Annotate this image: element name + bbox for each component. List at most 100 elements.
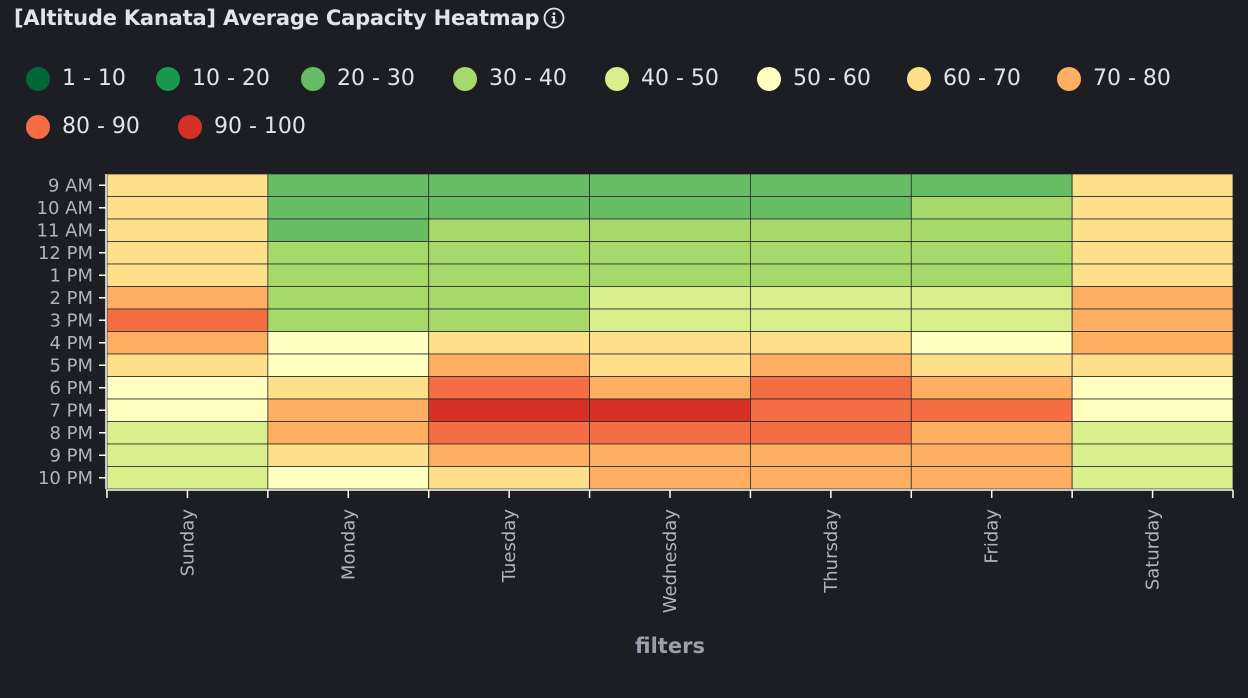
- heatmap-cell: [1071, 443, 1234, 467]
- heatmap-cell: [106, 241, 269, 265]
- heatmap-cell: [106, 173, 269, 197]
- legend-item[interactable]: 60 - 70: [907, 66, 1021, 91]
- heatmap-cell: [106, 331, 269, 355]
- legend-label: 10 - 20: [192, 66, 270, 91]
- heatmap-cell: [267, 376, 430, 400]
- heatmap-cell: [750, 241, 912, 265]
- legend-swatch: [156, 66, 180, 91]
- heatmap-cell: [750, 173, 912, 197]
- heatmap-cell: [910, 196, 1073, 220]
- heatmap-cell: [589, 308, 751, 332]
- y-tick-label: 7 PM: [49, 400, 93, 421]
- heatmap-cell: [106, 218, 269, 242]
- heatmap-cell: [428, 421, 590, 445]
- heatmap-cell: [750, 443, 912, 467]
- heatmap-cell: [267, 196, 430, 220]
- legend-item[interactable]: 20 - 30: [301, 66, 415, 91]
- legend-label: 20 - 30: [337, 66, 415, 91]
- heatmap-cell: [267, 331, 430, 355]
- heatmap-cell: [1071, 218, 1234, 242]
- x-tick-label: Thursday: [821, 509, 842, 594]
- heatmap-cell: [589, 263, 751, 287]
- legend-swatch: [1057, 66, 1081, 91]
- heatmap-cell: [1071, 398, 1234, 422]
- heatmap-cell: [267, 466, 430, 490]
- y-tick-label: 12 PM: [38, 243, 93, 264]
- heatmap-cell: [267, 286, 430, 310]
- x-tick-label: Tuesday: [499, 509, 520, 584]
- y-tick-label: 8 PM: [49, 423, 93, 444]
- y-tick-label: 9 AM: [48, 175, 93, 196]
- legend-label: 70 - 80: [1093, 66, 1171, 91]
- legend-label: 50 - 60: [793, 66, 871, 91]
- heatmap-cell: [428, 173, 590, 197]
- heatmap-cell: [910, 466, 1073, 490]
- legend-item[interactable]: 50 - 60: [757, 66, 871, 91]
- legend-label: 40 - 50: [641, 66, 719, 91]
- heatmap-cell: [428, 398, 590, 422]
- legend-label: 30 - 40: [489, 66, 567, 91]
- heatmap-cell: [1071, 331, 1234, 355]
- legend-item[interactable]: 10 - 20: [156, 66, 270, 91]
- heatmap-cell: [1071, 173, 1234, 197]
- heatmap-cell: [589, 398, 751, 422]
- heatmap-cell: [589, 443, 751, 467]
- x-tick-label: Wednesday: [660, 509, 681, 614]
- heatmap-cell: [750, 308, 912, 332]
- heatmap-cell: [910, 173, 1073, 197]
- legend-item[interactable]: 40 - 50: [605, 66, 719, 91]
- heatmap-cell: [106, 286, 269, 310]
- heatmap-cell: [428, 308, 590, 332]
- heatmap-cell: [428, 331, 590, 355]
- y-tick-label: 3 PM: [49, 310, 93, 331]
- heatmap-cell: [428, 286, 590, 310]
- y-tick-label: 6 PM: [49, 378, 93, 399]
- heatmap-cell: [1071, 196, 1234, 220]
- legend-item[interactable]: 80 - 90: [26, 114, 140, 139]
- info-circle-icon[interactable]: [543, 7, 565, 29]
- y-tick-label: 2 PM: [49, 288, 93, 309]
- legend-swatch: [605, 66, 629, 91]
- heatmap-cell: [428, 443, 590, 467]
- legend-swatch: [301, 66, 325, 91]
- x-tick-label: Sunday: [177, 509, 198, 577]
- heatmap-cell: [910, 398, 1073, 422]
- heatmap-cell: [267, 353, 430, 377]
- heatmap-cell: [267, 218, 430, 242]
- legend-item[interactable]: 70 - 80: [1057, 66, 1171, 91]
- heatmap-cell: [910, 331, 1073, 355]
- heatmap-cell: [589, 376, 751, 400]
- heatmap-cell: [106, 398, 269, 422]
- heatmap-cell: [589, 286, 751, 310]
- y-tick-label: 10 PM: [38, 468, 93, 489]
- heatmap-cell: [910, 443, 1073, 467]
- legend-item[interactable]: 90 - 100: [178, 114, 306, 139]
- x-axis-title: filters: [635, 634, 705, 658]
- legend-item[interactable]: 1 - 10: [26, 66, 126, 91]
- heatmap-cell: [106, 196, 269, 220]
- y-tick-label: 4 PM: [49, 333, 93, 354]
- legend-label: 80 - 90: [62, 114, 140, 139]
- heatmap-cell: [1071, 263, 1234, 287]
- heatmap-cell: [750, 353, 912, 377]
- heatmap-cell: [589, 466, 751, 490]
- heatmap-cell: [910, 376, 1073, 400]
- legend-label: 1 - 10: [62, 66, 126, 91]
- legend-item[interactable]: 30 - 40: [453, 66, 567, 91]
- heatmap-cell: [589, 421, 751, 445]
- heatmap-cell: [750, 398, 912, 422]
- heatmap-cell: [1071, 376, 1234, 400]
- heatmap-cell: [750, 331, 912, 355]
- heatmap-cell: [106, 308, 269, 332]
- heatmap-cell: [106, 421, 269, 445]
- legend-swatch: [26, 66, 50, 91]
- heatmap-cell: [106, 376, 269, 400]
- legend-swatch: [907, 66, 931, 91]
- heatmap-cell: [589, 353, 751, 377]
- heatmap-cell: [589, 218, 751, 242]
- legend-swatch: [26, 114, 50, 139]
- heatmap-cell: [750, 263, 912, 287]
- heatmap-cell: [267, 421, 430, 445]
- heatmap-cell: [750, 421, 912, 445]
- heatmap-cell: [428, 196, 590, 220]
